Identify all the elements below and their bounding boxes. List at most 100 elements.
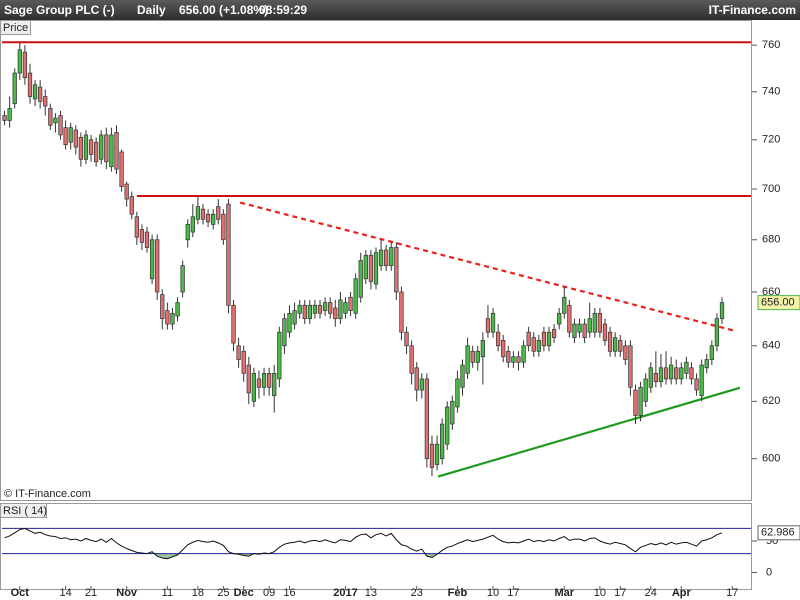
candle-body bbox=[653, 373, 658, 383]
last-price-label: 656.00 bbox=[761, 297, 795, 309]
candle-body bbox=[195, 206, 201, 220]
candle-body bbox=[175, 302, 180, 317]
candle-body bbox=[144, 231, 150, 248]
candle-body bbox=[205, 213, 211, 223]
candle-body bbox=[68, 127, 73, 143]
candle-body bbox=[109, 134, 114, 168]
candle-body bbox=[414, 367, 419, 391]
candle-body bbox=[490, 312, 496, 333]
y-tick-label: 620 bbox=[762, 395, 780, 407]
candle-body bbox=[424, 378, 430, 460]
x-tick-label: 18 bbox=[192, 587, 204, 599]
candle-body bbox=[404, 331, 409, 347]
candle-body bbox=[272, 373, 277, 397]
candle-body bbox=[368, 254, 374, 282]
title: Sage Group PLC (-) bbox=[4, 3, 115, 17]
candle-body bbox=[674, 367, 679, 380]
rsi-panel bbox=[0, 503, 752, 590]
candle-body bbox=[180, 265, 185, 293]
candle-body bbox=[389, 247, 394, 267]
rsi-label: RSI ( 14) bbox=[3, 505, 47, 517]
candle-body bbox=[307, 304, 312, 320]
candle-body bbox=[200, 208, 206, 220]
candle-body bbox=[658, 367, 664, 383]
candle-body bbox=[221, 213, 226, 241]
candle-body bbox=[592, 312, 597, 333]
candle-body bbox=[58, 115, 63, 136]
candle-body bbox=[38, 86, 43, 102]
x-tick-label: Dec bbox=[234, 587, 254, 599]
candle-body bbox=[256, 378, 262, 388]
candle-body bbox=[668, 364, 674, 380]
candle-body bbox=[297, 304, 302, 314]
candle-body bbox=[287, 312, 292, 333]
candle-body bbox=[709, 345, 714, 360]
y-tick-label: 680 bbox=[762, 234, 780, 246]
candle-body bbox=[638, 386, 643, 416]
last-price-box bbox=[757, 295, 800, 311]
trendline bbox=[437, 386, 741, 478]
candle-body bbox=[78, 136, 84, 160]
candle-body bbox=[511, 356, 516, 363]
candle-body bbox=[434, 443, 440, 465]
x-tick-label: Oct bbox=[11, 587, 30, 599]
candle-body bbox=[419, 378, 424, 391]
candle-body bbox=[536, 339, 541, 352]
candle-body bbox=[251, 373, 257, 402]
candle-body bbox=[501, 339, 506, 358]
candle-body bbox=[348, 296, 353, 311]
header-bar bbox=[0, 0, 800, 20]
y-tick-label: 660 bbox=[762, 286, 780, 298]
candle-body bbox=[211, 213, 216, 225]
time: 08:59:29 bbox=[259, 3, 307, 17]
overbought-fill bbox=[5, 528, 722, 589]
candle-body bbox=[190, 216, 195, 233]
candle-body bbox=[572, 323, 577, 338]
candle-body bbox=[551, 329, 557, 338]
rsi-y-tick-label: 0 bbox=[766, 566, 772, 578]
candle-body bbox=[429, 443, 435, 468]
candle-body bbox=[440, 423, 445, 460]
x-tick-label: Apr bbox=[672, 587, 692, 599]
candle-body bbox=[114, 132, 119, 170]
candle-body bbox=[541, 331, 547, 347]
candle-body bbox=[73, 129, 78, 148]
candle-body bbox=[170, 312, 175, 325]
candle-body bbox=[353, 278, 358, 314]
candle-body bbox=[231, 304, 236, 344]
candle-body bbox=[363, 254, 368, 280]
candle-body bbox=[597, 312, 603, 333]
candle-body bbox=[333, 307, 338, 320]
candle-body bbox=[165, 310, 170, 325]
candle-body bbox=[602, 323, 608, 341]
candle-body bbox=[378, 249, 384, 267]
candle-body bbox=[613, 337, 618, 352]
x-tick-label: 09 bbox=[263, 587, 275, 599]
candle-body bbox=[358, 260, 363, 298]
candle-body bbox=[241, 350, 246, 374]
candle-body bbox=[679, 367, 684, 380]
candle-body bbox=[226, 203, 231, 306]
candle-body bbox=[124, 183, 129, 200]
candle-body bbox=[470, 350, 475, 363]
candle-body bbox=[450, 400, 455, 425]
candle-body bbox=[399, 291, 404, 333]
x-tick-label: 10 bbox=[487, 587, 499, 599]
candle-body bbox=[83, 134, 89, 160]
candle-body bbox=[155, 239, 160, 293]
rsi-line bbox=[4, 527, 723, 560]
candle-body bbox=[292, 310, 297, 325]
candle-body bbox=[185, 224, 190, 241]
trendline bbox=[239, 201, 736, 332]
x-tick-label: 25 bbox=[217, 587, 229, 599]
candle-body bbox=[521, 345, 526, 363]
candle-body bbox=[22, 51, 28, 79]
x-tick-label: Feb bbox=[448, 587, 468, 599]
x-tick-label: 21 bbox=[85, 587, 97, 599]
candle-body bbox=[689, 367, 694, 380]
candle-body bbox=[485, 318, 491, 333]
candle-body bbox=[302, 304, 307, 320]
candle-body bbox=[495, 331, 501, 347]
candle-body bbox=[445, 406, 450, 445]
